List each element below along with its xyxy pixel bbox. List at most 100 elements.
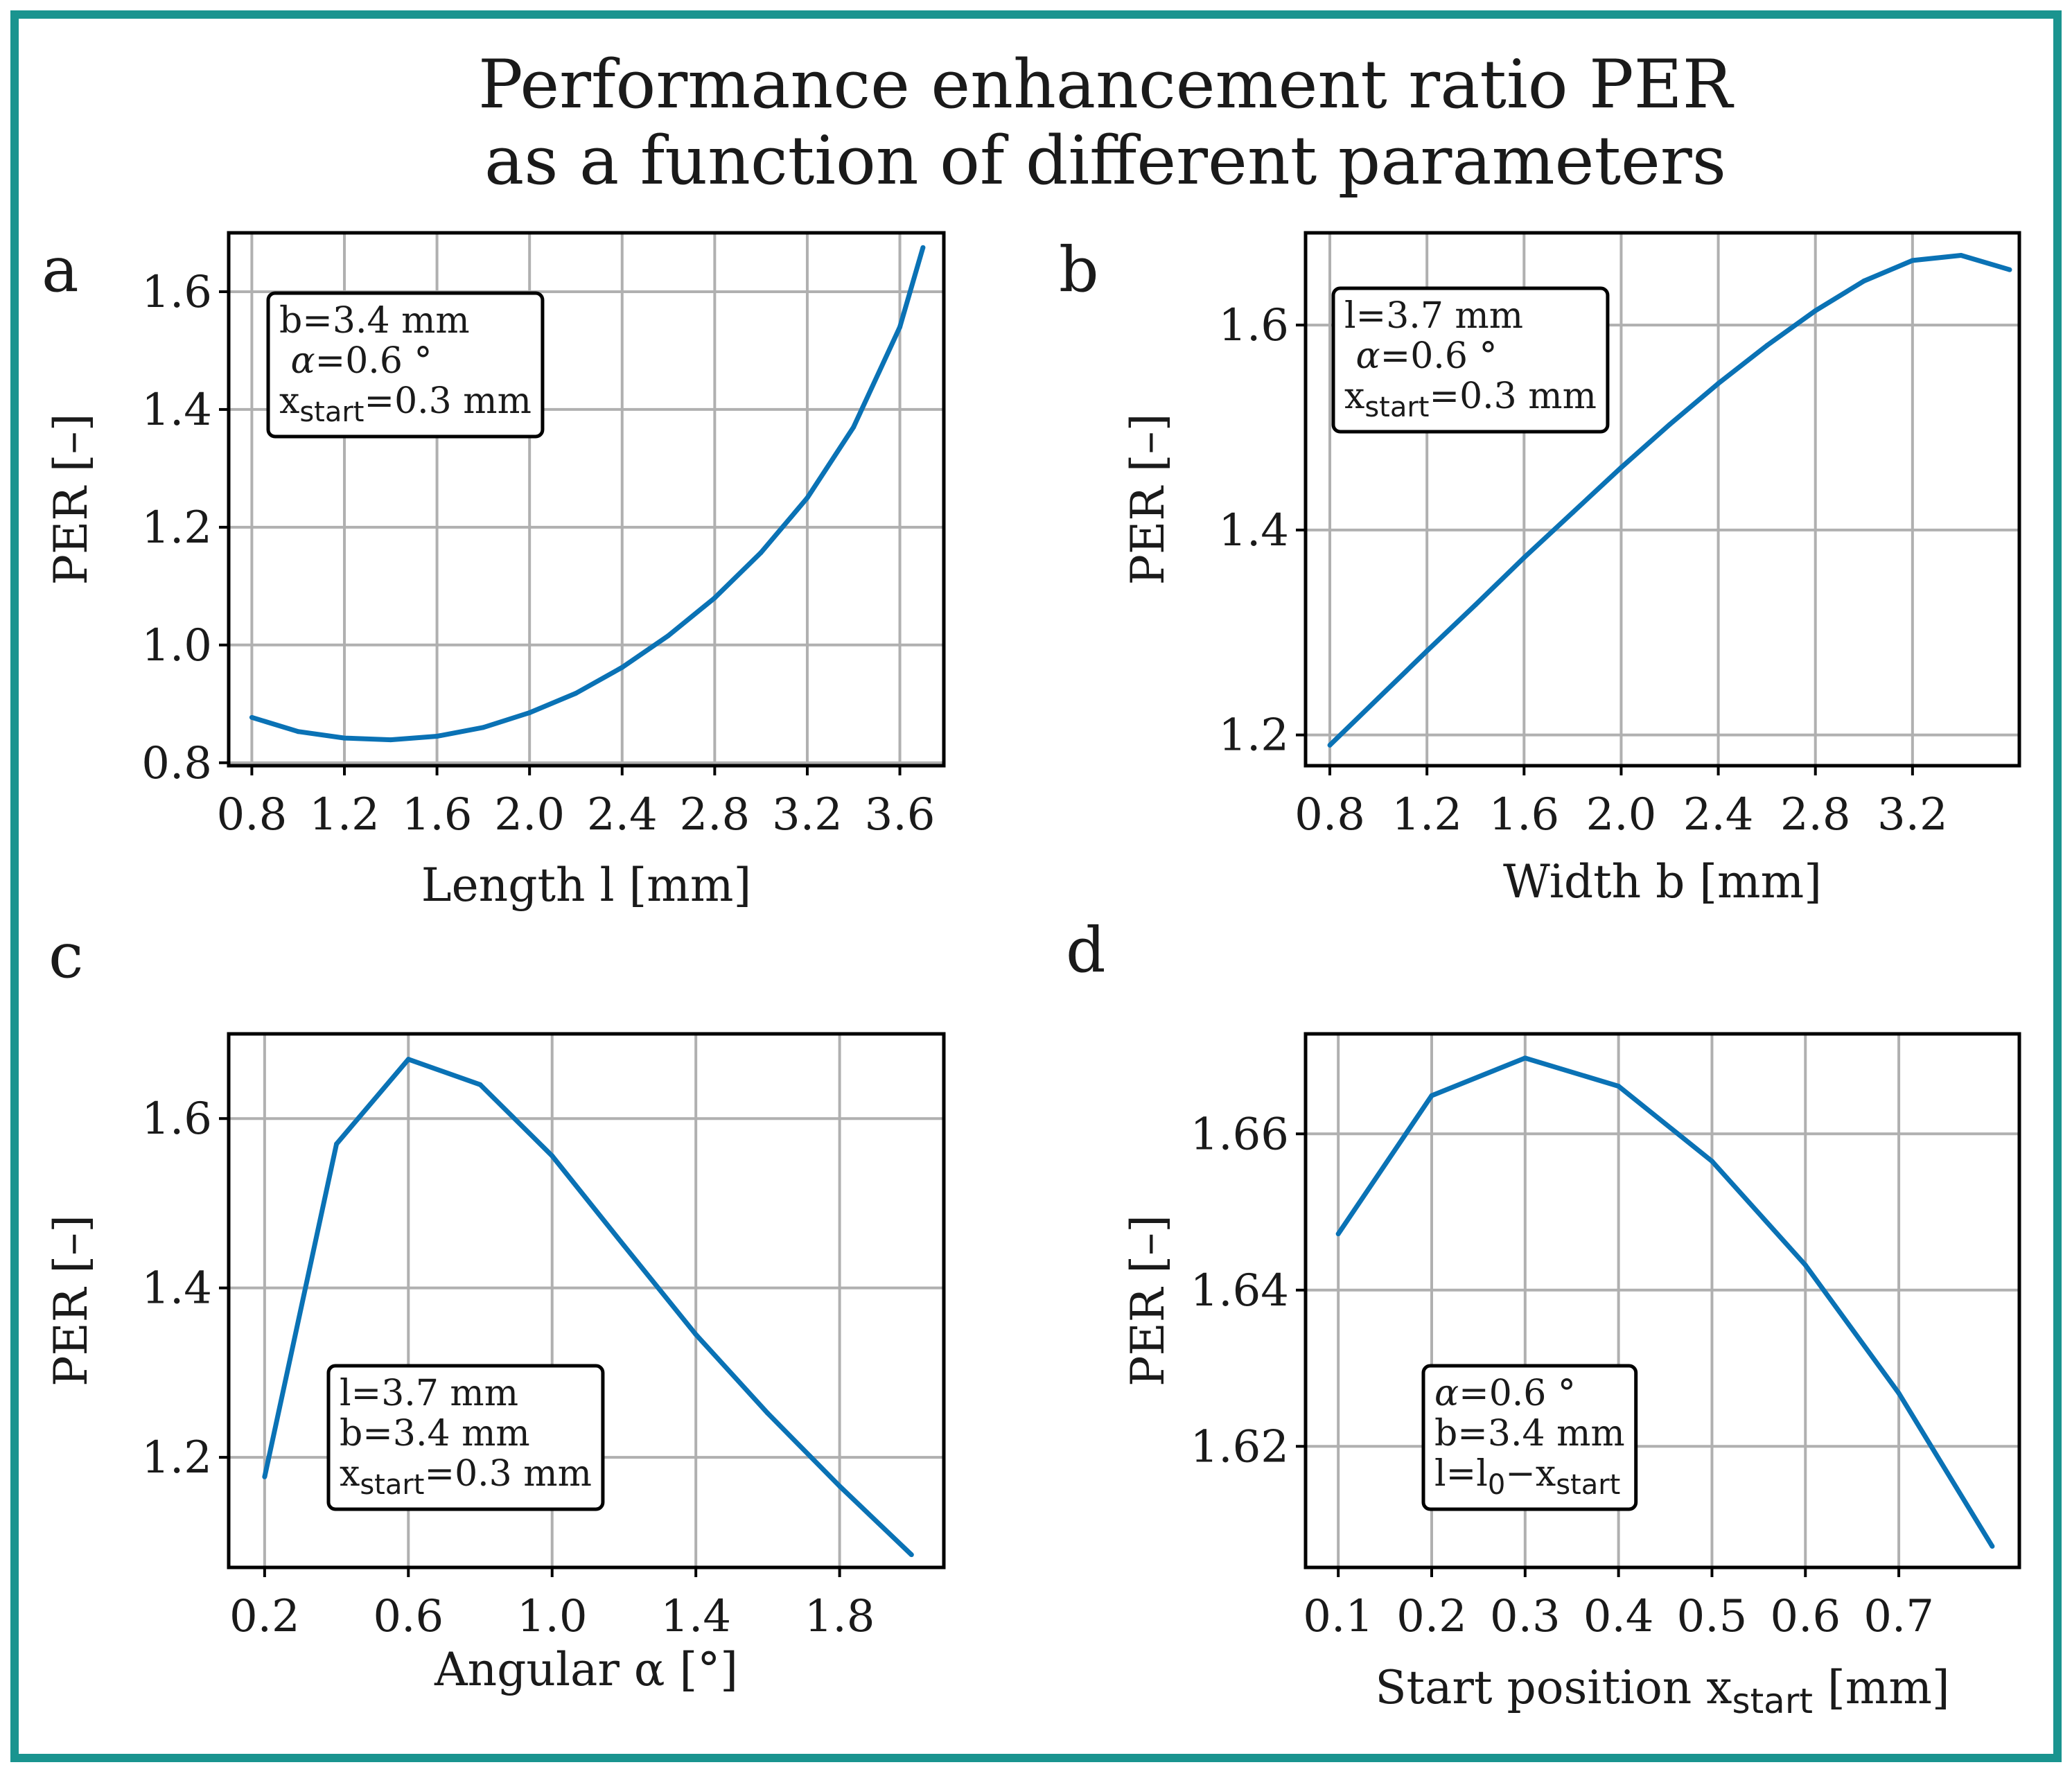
data-point <box>1667 422 1673 428</box>
panel-d: d 0.1 0.2 0.3 0.4 0.5 0.6 0.7 1.62 1.64 1.66 Start … <box>1066 914 2021 1721</box>
data-point <box>1910 258 1915 263</box>
data-point <box>2007 267 2012 272</box>
data-point <box>249 714 254 720</box>
x-tick-label: 2.0 <box>494 789 565 841</box>
data-point <box>480 725 486 730</box>
panel-a: a 0.8 1.2 1.6 2.0 2.4 2.8 3.2 3.6 0.8 1.0 1.2 1.4 1.6… <box>42 231 946 912</box>
annotation-box: l=3.7 mm b=3.4 mm xstart=0.3 mm <box>326 1364 605 1511</box>
x-tick-label: 2.4 <box>1683 789 1754 841</box>
data-point <box>550 1153 555 1159</box>
x-tick-label: 0.2 <box>229 1591 300 1642</box>
figure-title-line-1: Performance enhancement ratio PER <box>478 46 1735 123</box>
data-point <box>1764 343 1770 349</box>
data-point <box>620 665 625 670</box>
y-tick-label: 1.64 <box>1191 1265 1290 1317</box>
panel-letter-a: a <box>42 234 79 306</box>
x-tick-label: 0.2 <box>1396 1591 1467 1642</box>
panels: a0.8 1.2 1.6 2.0 2.4 2.8 3.2 3.60.81.01.21.41.6… <box>42 231 2021 1721</box>
annotation-text: l=3.7 mm α=0.6 ° xstart=0.3 mm <box>1344 295 1597 423</box>
x-tick-label: 0.6 <box>373 1591 444 1642</box>
y-tick-label: 1.2 <box>141 502 212 554</box>
data-point <box>666 633 671 638</box>
axes-frame <box>227 231 946 768</box>
panel-letter-d: d <box>1066 914 1106 987</box>
y-axis-label: PER [–] <box>1121 1215 1175 1387</box>
data-point <box>1429 1093 1434 1098</box>
series-line <box>262 1057 913 1557</box>
series-line <box>1336 1055 1994 1548</box>
y-axis-label: PER [–] <box>1121 414 1175 586</box>
data-point <box>920 245 926 250</box>
data-point <box>477 1082 483 1087</box>
y-tick-label: 1.4 <box>141 385 212 436</box>
data-point <box>712 595 717 601</box>
y-tick-label: 1.6 <box>141 1093 212 1145</box>
data-point <box>388 737 394 743</box>
x-tick-label: 0.5 <box>1677 1591 1748 1642</box>
data-point <box>758 549 764 555</box>
x-tick-label: 1.6 <box>1489 789 1559 841</box>
x-tick-label: 0.3 <box>1490 1591 1561 1642</box>
x-axis-label: Width b [mm] <box>1503 855 1822 908</box>
y-tick-label: 1.4 <box>141 1263 212 1315</box>
data-point <box>1896 1391 1902 1396</box>
axes-frame <box>227 1032 946 1570</box>
x-tick-label: 0.8 <box>1294 789 1365 841</box>
x-tick-label: 0.7 <box>1863 1591 1934 1642</box>
data-point <box>1990 1544 1995 1549</box>
y-tick-label: 1.2 <box>141 1432 212 1484</box>
data-point <box>851 424 857 430</box>
data-point <box>1709 1159 1714 1164</box>
panel-letter-b: b <box>1059 234 1099 306</box>
data-point <box>765 1411 771 1416</box>
data-point <box>1327 742 1333 748</box>
x-tick-label: 1.4 <box>660 1591 731 1642</box>
x-axis-label: Angular α [°] <box>434 1643 738 1696</box>
data-point <box>908 1552 914 1558</box>
x-tick-label: 0.1 <box>1303 1591 1373 1642</box>
data-point <box>1616 1084 1622 1089</box>
data-point <box>1522 1055 1528 1061</box>
x-tick-label: 3.2 <box>1877 789 1948 841</box>
data-point <box>573 690 579 696</box>
y-tick-label: 1.6 <box>141 267 212 318</box>
annotation-text: b=3.4 mm α=0.6 ° xstart=0.3 mm <box>279 300 532 428</box>
data-point <box>621 1243 626 1249</box>
annotation-frame <box>1421 1364 1638 1511</box>
data-point <box>1376 695 1381 701</box>
x-axis-label: Start position xstart [mm] <box>1375 1661 1949 1721</box>
x-tick-label: 0.6 <box>1770 1591 1841 1642</box>
annotation-frame <box>266 291 545 439</box>
data-point <box>1618 465 1624 471</box>
x-tick-label: 3.6 <box>865 789 936 841</box>
data-point <box>405 1057 411 1062</box>
x-tick-label: 2.8 <box>679 789 750 841</box>
y-tick-label: 0.8 <box>141 738 212 789</box>
data-point <box>897 324 903 330</box>
x-tick-label: 2.0 <box>1586 789 1657 841</box>
x-tick-label: 0.8 <box>217 789 288 841</box>
x-tick-label: 3.2 <box>772 789 843 841</box>
x-tick-label: 1.2 <box>1391 789 1462 841</box>
axes-frame <box>1303 1032 2021 1570</box>
annotation-box: l=3.7 mm α=0.6 ° xstart=0.3 mm <box>1331 286 1610 434</box>
data-point <box>837 1484 843 1489</box>
data-point <box>1958 253 1964 258</box>
series-line <box>251 247 926 743</box>
x-tick-label: 1.2 <box>309 789 380 841</box>
data-point <box>1813 308 1818 313</box>
x-tick-label: 2.8 <box>1780 789 1851 841</box>
data-point <box>1716 380 1721 386</box>
data-point <box>1473 602 1478 608</box>
annotation-text: α=0.6 ° b=3.4 mm l=l0−xstart <box>1434 1373 1625 1501</box>
data-point <box>1861 279 1867 284</box>
annotation-frame <box>326 1364 605 1511</box>
y-tick-label: 1.4 <box>1218 505 1289 556</box>
x-tick-label: 2.4 <box>587 789 658 841</box>
data-point <box>1521 555 1527 561</box>
data-point <box>434 734 440 739</box>
data-point <box>334 1141 340 1147</box>
